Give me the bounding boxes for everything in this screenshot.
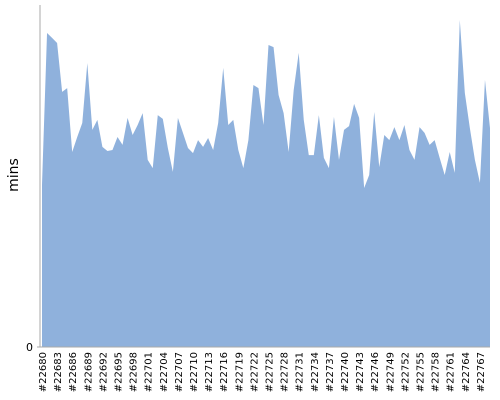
x-tick-label: #22719 [234, 352, 245, 392]
x-tick-label: #22743 [355, 352, 366, 392]
x-tick-label: #22740 [340, 352, 351, 392]
x-tick-label: #22692 [98, 352, 109, 392]
x-tick-label: #22686 [68, 352, 79, 392]
x-tick-label: #22746 [370, 352, 381, 392]
x-tick-label: #22695 [114, 352, 125, 392]
x-tick-label: #22758 [431, 352, 442, 392]
x-tick-label: #22731 [295, 352, 306, 392]
x-tick-label: #22707 [174, 352, 185, 392]
x-tick-label: #22767 [476, 352, 487, 392]
x-tick-label: #22737 [325, 352, 336, 392]
x-tick-label: #22725 [265, 352, 276, 392]
x-tick-label: #22698 [129, 352, 140, 392]
x-tick-label: #22728 [280, 352, 291, 392]
x-tick-label: #22716 [219, 352, 230, 392]
x-tick-label: #22761 [446, 352, 457, 392]
x-tick-label: #22713 [204, 352, 215, 392]
y-tick-label: 0 [26, 341, 33, 354]
x-tick-label: #22755 [416, 352, 427, 392]
x-tick-label: #22689 [83, 352, 94, 392]
y-axis-label: mins [6, 158, 22, 192]
x-tick-label: #22749 [385, 352, 396, 392]
area [42, 20, 490, 347]
x-tick-label: #22710 [189, 352, 200, 392]
x-tick-label: #22722 [249, 352, 260, 392]
x-tick-label: #22752 [400, 352, 411, 392]
x-tick-label: #22683 [53, 352, 64, 392]
x-tick-label: #22680 [38, 352, 49, 392]
x-tick-label: #22764 [461, 352, 472, 392]
x-tick-label: #22734 [310, 352, 321, 392]
x-tick-label: #22704 [159, 352, 170, 392]
x-tick-label: #22701 [144, 352, 155, 392]
